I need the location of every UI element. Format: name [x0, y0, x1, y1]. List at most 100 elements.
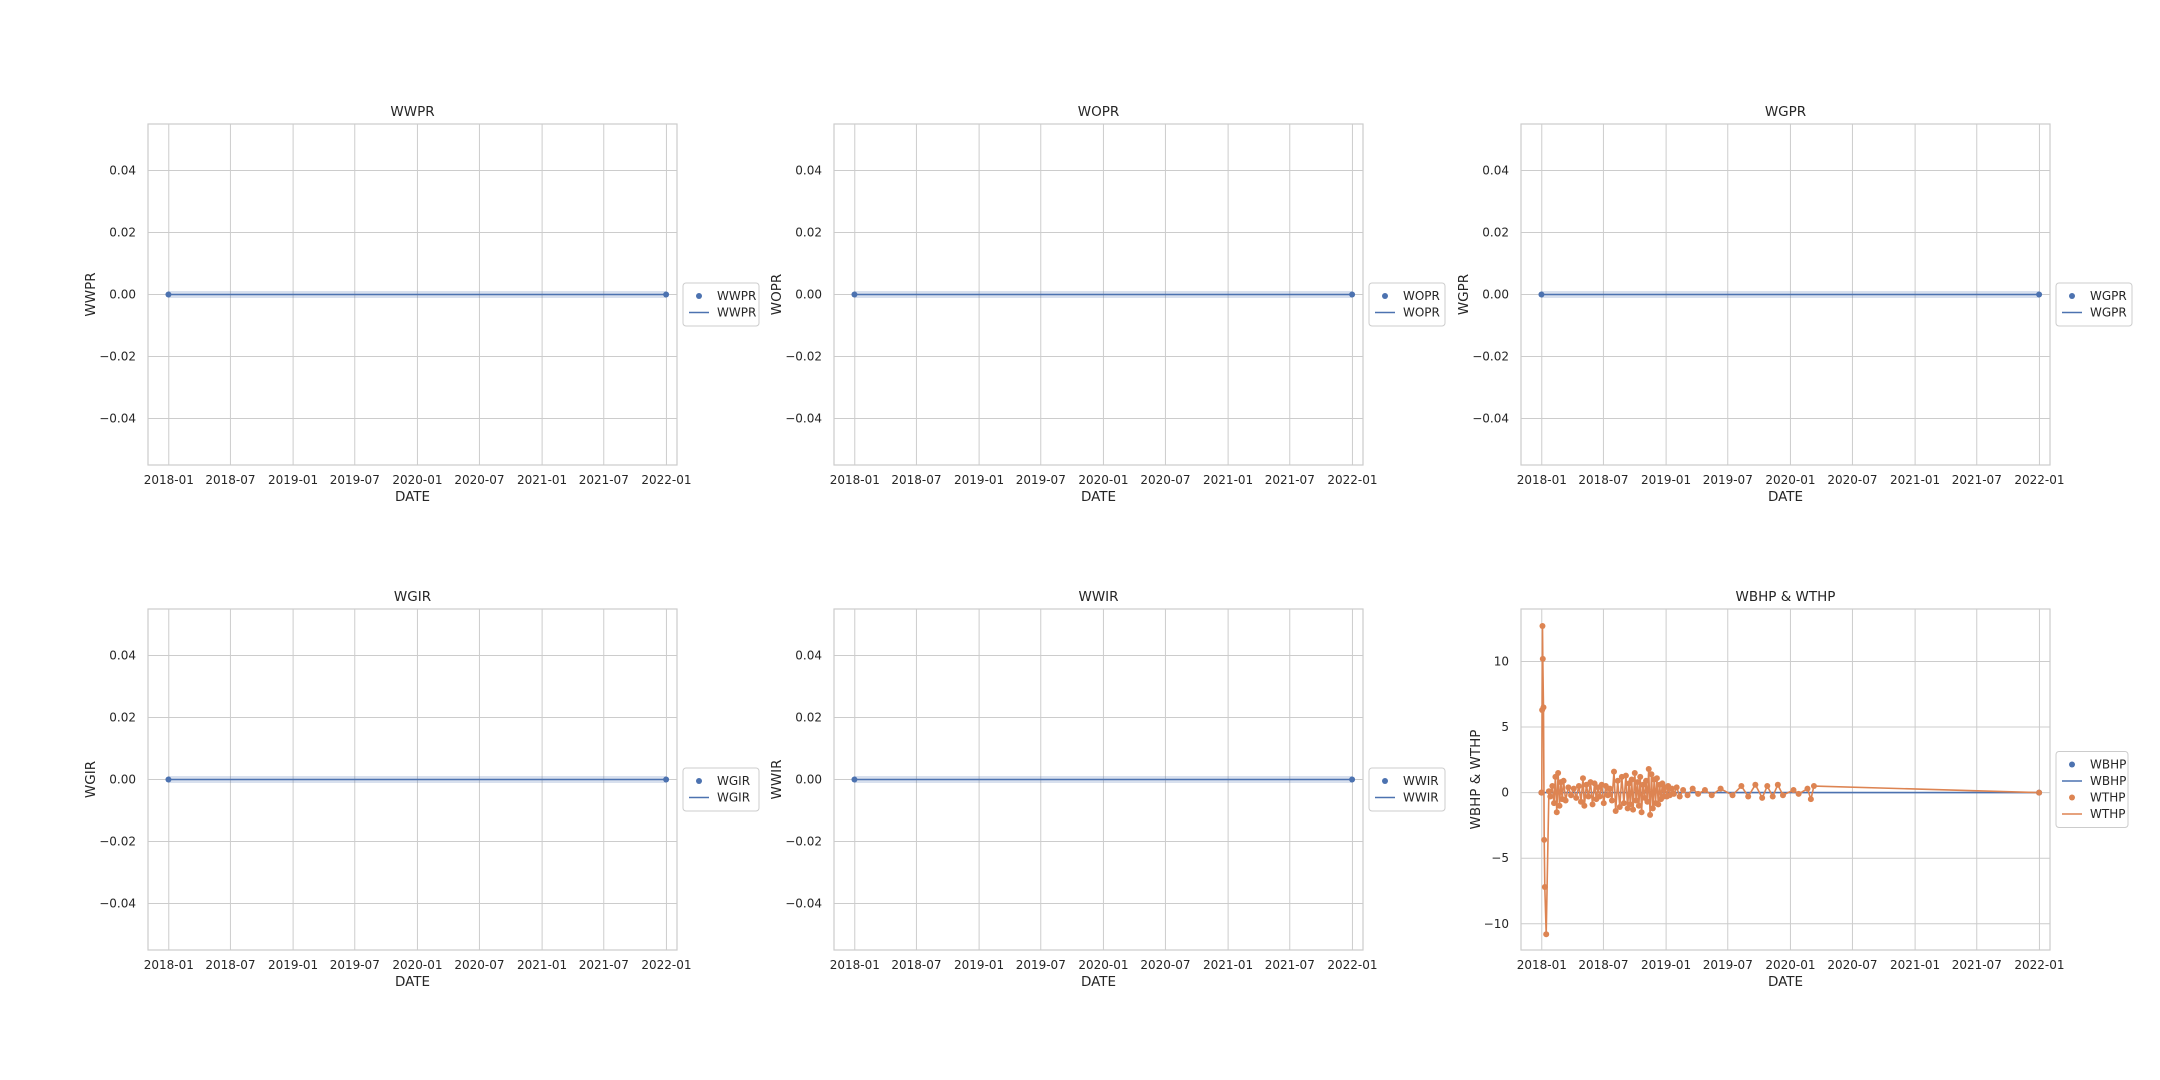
data-point-wthp [1620, 800, 1627, 807]
data-point-wthp [1612, 807, 1619, 814]
data-point-wthp [1680, 786, 1687, 793]
x-tick-label: 2018-07 [205, 473, 255, 487]
x-tick-label: 2019-01 [1641, 473, 1691, 487]
y-axis-label: WOPR [769, 274, 785, 316]
legend-box [682, 767, 760, 812]
y-axis-label: WBHP & WTHP [1468, 730, 1484, 830]
y-tick-label: −0.04 [1472, 412, 1509, 426]
data-point-wthp [1644, 798, 1651, 805]
x-axis-label: DATE [395, 489, 430, 505]
x-tick-label: 2021-07 [1952, 473, 2002, 487]
y-tick-label: 0.02 [795, 711, 822, 725]
y-tick-label: −5 [1491, 851, 1509, 865]
chart-panel-1: 2018-01 2018-07 2019-01 2019-07 2020-01 2020-… [83, 104, 760, 505]
x-tick-label: 2021-01 [1890, 473, 1940, 487]
x-tick-label: 2019-01 [954, 958, 1004, 972]
data-point-wthp [1568, 792, 1575, 799]
plot-frame [1520, 123, 2051, 466]
data-point-wgpr [2036, 291, 2043, 298]
data-point-wthp [1577, 798, 1584, 805]
data-point-wthp [2036, 789, 2043, 796]
legend-box [1368, 282, 1446, 327]
data-point-wthp [1689, 785, 1696, 792]
data-point-wthp [1606, 785, 1613, 792]
y-axis-label: WWPR [83, 272, 99, 316]
x-tick-label: 2021-01 [1203, 958, 1253, 972]
x-tick-label: 2018-01 [830, 473, 880, 487]
data-point-wthp [1610, 768, 1617, 775]
data-point-wthp [1790, 786, 1797, 793]
data-point-wthp [1645, 766, 1652, 773]
x-tick-label: 2019-01 [1641, 958, 1691, 972]
legend-label: WTHP [2090, 791, 2125, 805]
data-point-wthp [1759, 794, 1766, 801]
data-point-wthp [1551, 800, 1558, 807]
y-tick-label: −0.04 [785, 897, 822, 911]
legend: WBHP WBHP WTHP WTHP [2055, 751, 2129, 828]
data-point-wwpr [165, 291, 172, 298]
x-tick-label: 2021-07 [1265, 473, 1315, 487]
data-point-wthp [1549, 783, 1556, 790]
legend-label: WWIR [1403, 774, 1439, 788]
data-point-wthp [1810, 783, 1817, 790]
y-tick-label: −0.04 [785, 412, 822, 426]
x-tick-label: 2022-01 [2014, 958, 2064, 972]
data-point-wthp [1604, 792, 1611, 799]
data-point-wthp [1717, 785, 1724, 792]
data-point-wopr [1349, 291, 1356, 298]
x-axis-label: DATE [395, 974, 430, 990]
x-tick-label: 2020-01 [1078, 958, 1128, 972]
x-tick-label: 2020-01 [1765, 473, 1815, 487]
data-point-wthp [1643, 777, 1650, 784]
data-point-wthp [1649, 805, 1656, 812]
data-point-wthp [1600, 800, 1607, 807]
legend-label: WBHP [2090, 758, 2126, 772]
data-point-wwpr [663, 291, 670, 298]
x-tick-label: 2021-01 [1203, 473, 1253, 487]
x-tick-label: 2020-07 [1827, 473, 1877, 487]
data-point-wthp [1622, 772, 1629, 779]
legend-marker-wgpr [2069, 293, 2075, 299]
y-tick-label: 0.04 [795, 649, 822, 663]
legend-label: WTHP [2090, 807, 2125, 821]
y-tick-label: 0.00 [109, 288, 136, 302]
x-tick-label: 2019-01 [268, 958, 318, 972]
x-tick-label: 2018-01 [144, 958, 194, 972]
chart-panel-2: 2018-01 2018-07 2019-01 2019-07 2020-01 2020-… [769, 104, 1446, 505]
x-tick-label: 2019-07 [1016, 473, 1066, 487]
legend-marker-wwir [1382, 778, 1388, 784]
data-point-wthp [1630, 806, 1637, 813]
x-tick-label: 2022-01 [1327, 958, 1377, 972]
legend-label: WWPR [717, 289, 756, 303]
x-tick-label: 2018-01 [830, 958, 880, 972]
data-point-wopr [851, 291, 858, 298]
legend-label: WWPR [717, 306, 756, 320]
data-point-wthp [1541, 884, 1548, 891]
plot-frame [147, 608, 678, 951]
data-point-wgpr [1538, 291, 1545, 298]
x-tick-label: 2021-01 [517, 473, 567, 487]
data-point-wthp [1764, 783, 1771, 790]
x-tick-label: 2020-07 [454, 473, 504, 487]
y-tick-label: −0.02 [1472, 350, 1509, 364]
x-tick-label: 2020-01 [1765, 958, 1815, 972]
data-point-wthp [1565, 784, 1572, 791]
data-point-wthp [1637, 773, 1644, 780]
data-point-wthp [1560, 777, 1567, 784]
y-tick-label: 0.02 [109, 226, 136, 240]
y-tick-label: −0.02 [785, 350, 822, 364]
x-tick-label: 2018-07 [891, 473, 941, 487]
data-point-wthp [1769, 793, 1776, 800]
x-tick-label: 2020-07 [1827, 958, 1877, 972]
data-point-wthp [1616, 804, 1623, 811]
chart-title: WGPR [1765, 104, 1806, 120]
data-point-wthp [1633, 797, 1640, 804]
data-point-wthp [1608, 797, 1615, 804]
x-tick-label: 2021-01 [517, 958, 567, 972]
data-point-wthp [1738, 783, 1745, 790]
y-tick-label: −0.04 [99, 897, 136, 911]
x-tick-label: 2018-07 [205, 958, 255, 972]
y-tick-label: −0.02 [99, 835, 136, 849]
y-axis-label: WWIR [769, 759, 785, 799]
